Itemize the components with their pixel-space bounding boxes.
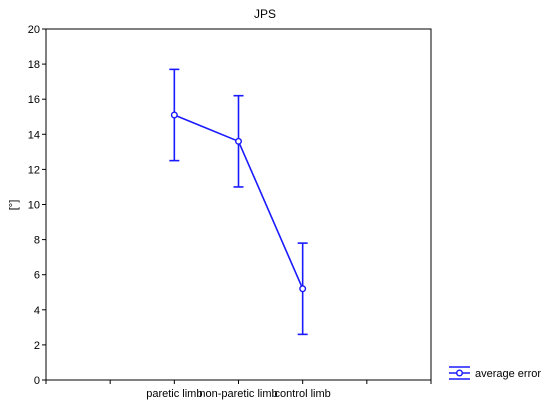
y-tick-label: 18 bbox=[28, 59, 40, 71]
data-point bbox=[170, 111, 178, 119]
legend: average error bbox=[449, 366, 541, 380]
legend-label: average error bbox=[475, 368, 541, 380]
chart-title: JPS bbox=[254, 7, 276, 21]
plot-frame bbox=[45, 28, 432, 381]
data-point bbox=[299, 285, 307, 293]
y-tick-label: 6 bbox=[34, 270, 40, 282]
x-tick-label: non-paretic limb bbox=[199, 388, 277, 400]
y-tick-label: 0 bbox=[34, 375, 40, 387]
data-point bbox=[234, 137, 242, 145]
y-tick-label: 12 bbox=[28, 164, 40, 176]
x-tick-label: control limb bbox=[275, 388, 331, 400]
y-tick-label: 10 bbox=[28, 200, 40, 212]
legend-marker-icon bbox=[456, 369, 464, 377]
series-layer bbox=[169, 68, 308, 336]
y-axis-ticks: 0 2 4 6 8 10 12 14 16 18 20 bbox=[28, 24, 46, 387]
y-tick-label: 14 bbox=[28, 129, 40, 141]
y-tick-label: 16 bbox=[28, 94, 40, 106]
x-tick-label: paretic limb bbox=[146, 388, 202, 400]
y-tick-label: 4 bbox=[34, 305, 40, 317]
y-tick-label: 2 bbox=[34, 340, 40, 352]
y-axis-label: [°] bbox=[8, 200, 20, 211]
y-tick-label: 20 bbox=[28, 24, 40, 36]
y-tick-label: 8 bbox=[34, 235, 40, 247]
